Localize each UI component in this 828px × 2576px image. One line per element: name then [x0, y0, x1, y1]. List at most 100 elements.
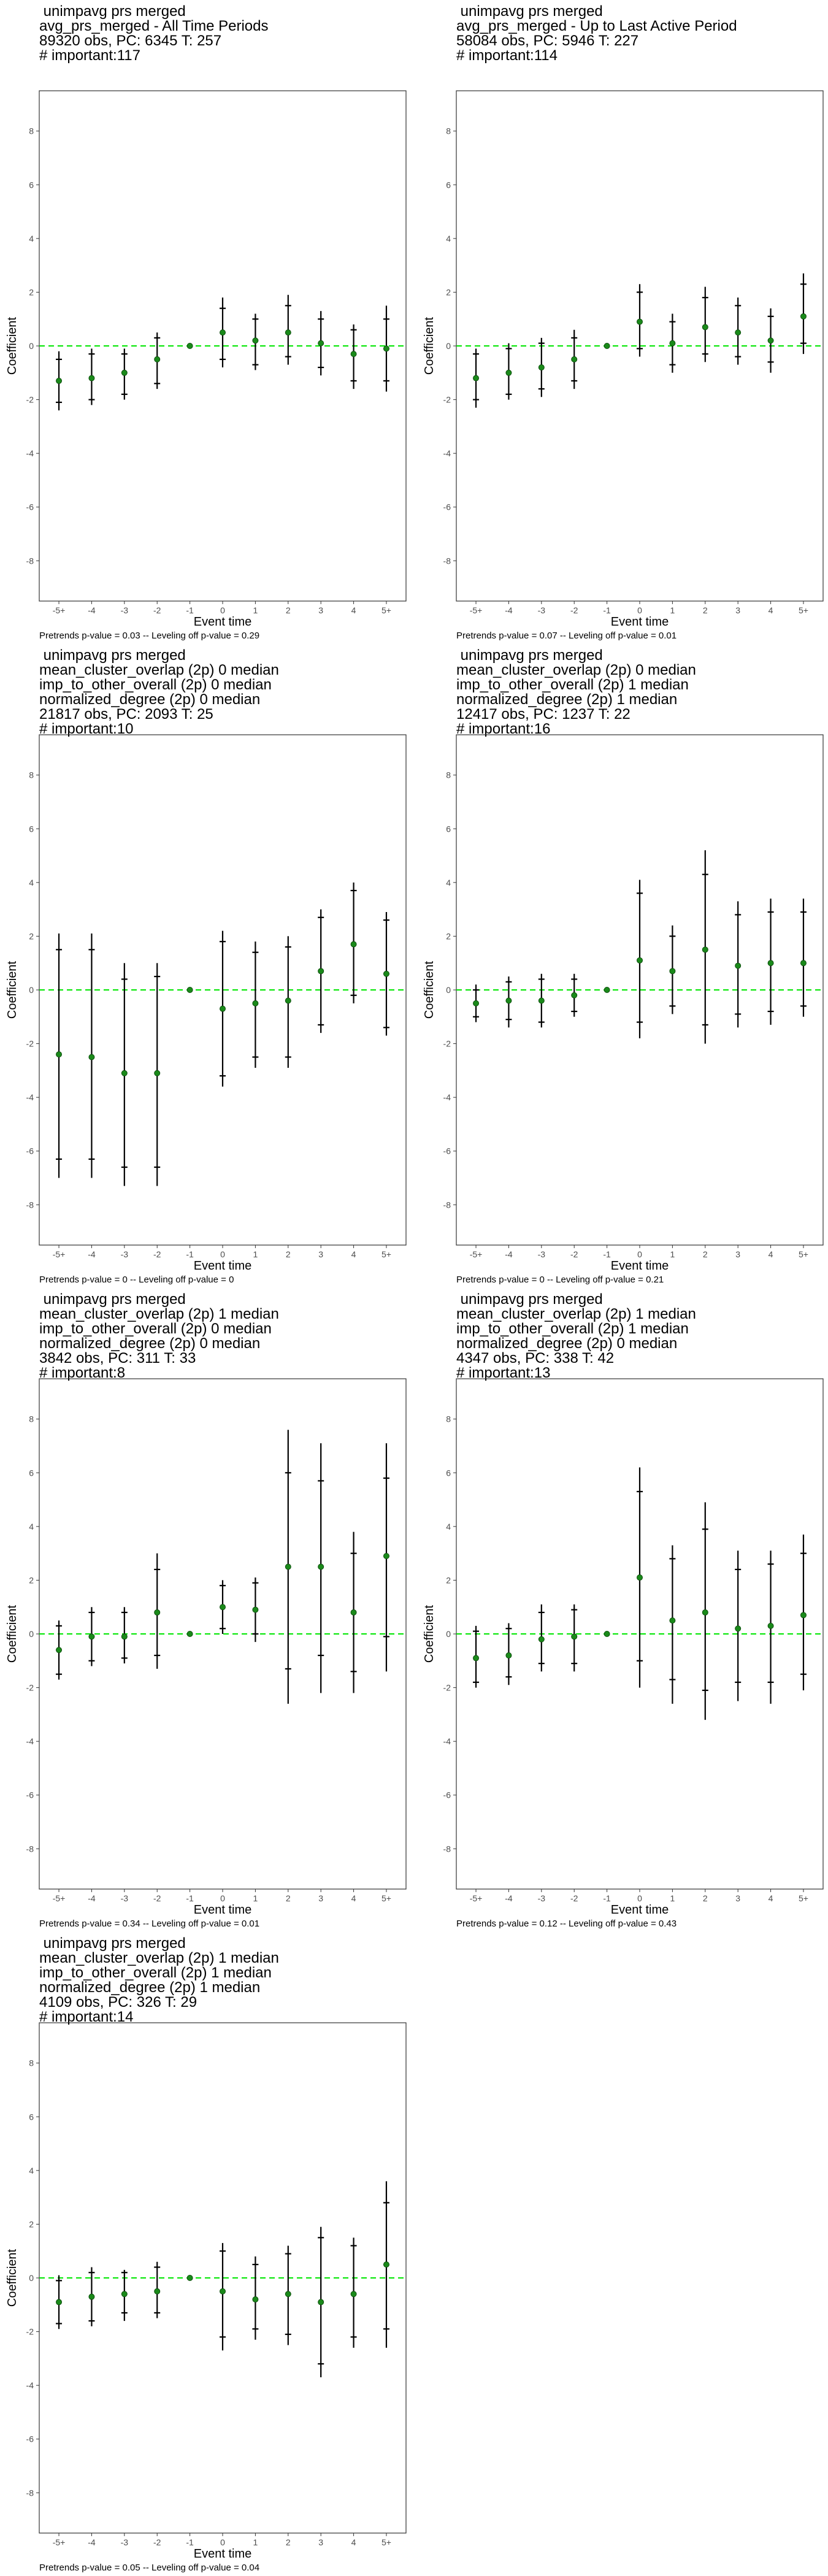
- estimate-point: [88, 375, 95, 381]
- estimate-point: [604, 1631, 610, 1637]
- coefficient-mark: [252, 1577, 259, 1643]
- x-axis-title: Event time: [194, 1903, 251, 1917]
- estimate-point: [473, 1655, 480, 1662]
- chart-panel: unimpavg prs merged mean_cluster_overlap …: [0, 1932, 417, 2576]
- x-tick-label: 4: [769, 1893, 773, 1903]
- chart-title-line: unimpavg prs merged: [456, 3, 603, 20]
- x-tick-label: 2: [703, 1249, 708, 1259]
- estimate-point: [252, 337, 259, 344]
- estimate-point: [350, 941, 357, 948]
- x-tick-label: -4: [88, 2537, 96, 2547]
- chart-title-line: normalized_degree (2p) 1 median: [456, 691, 678, 708]
- coefficient-mark: [121, 1607, 128, 1664]
- y-tick-label: -6: [26, 1146, 34, 1156]
- chart-plot: -8 -6 -4 -2 0 2 4 6 8 -5+ -4 -3 -2 -1 0 1 2 3 4 5+ Event tim…: [423, 734, 824, 1273]
- x-tick-label: 1: [670, 1249, 675, 1259]
- estimate-point: [669, 340, 676, 347]
- coefficient-mark: [571, 329, 578, 389]
- chart-plot: -8 -6 -4 -2 0 2 4 6 8 -5+ -4 -3 -2 -1 0 1 2 3 4 5+ Event tim…: [423, 1378, 824, 1917]
- y-tick-label: 4: [29, 234, 34, 243]
- estimate-point: [318, 1563, 324, 1570]
- x-tick-label: 3: [735, 1893, 740, 1903]
- estimate-point: [121, 369, 128, 376]
- chart-panel: unimpavg prs merged mean_cluster_overlap …: [0, 1288, 417, 1932]
- x-tick-label: 2: [286, 1893, 291, 1903]
- x-tick-label: 5+: [799, 605, 808, 615]
- y-tick-label: 6: [29, 2112, 34, 2122]
- x-tick-label: 1: [253, 605, 258, 615]
- x-tick-label: 2: [703, 1893, 708, 1903]
- estimate-point: [285, 997, 291, 1004]
- y-tick-label: -6: [443, 502, 451, 512]
- chart-plot: -8 -6 -4 -2 0 2 4 6 8 -5+ -4 -3 -2 -1 0 1 2 3 4 5+ Event tim…: [6, 90, 407, 629]
- coefficient-mark: [800, 899, 807, 1017]
- coefficient-mark: [285, 294, 291, 365]
- estimate-point: [318, 340, 324, 347]
- chart-title-line: 89320 obs, PC: 6345 T: 257: [39, 33, 222, 49]
- y-axis-title: Coefficient: [6, 316, 19, 375]
- coefficient-mark: [121, 963, 128, 1186]
- x-tick-label: 2: [286, 2537, 291, 2547]
- x-tick-label: -5+: [53, 1249, 66, 1259]
- chart-title-line: imp_to_other_overall (2p) 0 median: [39, 677, 272, 693]
- coefficient-mark: [88, 933, 95, 1178]
- x-tick-label: -1: [186, 1249, 194, 1259]
- y-tick-label: -8: [443, 1844, 451, 1853]
- pvalue-footer: Pretrends p-value = 0.34 -- Leveling off…: [39, 1919, 260, 1929]
- pvalue-footer: Pretrends p-value = 0 -- Leveling off p-…: [456, 1275, 664, 1285]
- y-tick-label: -4: [26, 1092, 34, 1102]
- chart-title-line: # important:114: [456, 47, 558, 64]
- x-tick-label: 1: [253, 1249, 258, 1259]
- chart-panel: unimpavg prs merged mean_cluster_overlap …: [0, 644, 417, 1288]
- coefficient-mark: [186, 343, 193, 349]
- coefficient-mark: [383, 1443, 389, 1672]
- coefficient-mark: [538, 1604, 545, 1672]
- estimate-point: [571, 356, 578, 362]
- estimate-point: [154, 1609, 161, 1616]
- chart-title-line: # important:14: [39, 2009, 134, 2025]
- y-tick-label: 0: [446, 341, 451, 351]
- y-tick-label: 0: [29, 1629, 34, 1639]
- coefficient-mark: [637, 880, 643, 1038]
- y-axis-title: Coefficient: [423, 1604, 436, 1663]
- pvalue-footer: Pretrends p-value = 0.12 -- Leveling off…: [456, 1919, 677, 1929]
- y-tick-label: 2: [29, 931, 34, 941]
- estimate-point: [56, 1051, 63, 1058]
- chart-plot: -8 -6 -4 -2 0 2 4 6 8 -5+ -4 -3 -2 -1 0 1 2 3 4 5+ Event tim…: [6, 1378, 407, 1917]
- y-tick-label: -2: [26, 1039, 34, 1049]
- estimate-point: [121, 1070, 128, 1076]
- chart-plot: -8 -6 -4 -2 0 2 4 6 8 -5+ -4 -3 -2 -1 0 1 2 3 4 5+ Event tim…: [423, 90, 824, 629]
- y-tick-label: 0: [29, 341, 34, 351]
- y-tick-label: -4: [443, 448, 451, 458]
- y-tick-label: 8: [29, 1414, 34, 1424]
- coefficient-mark: [285, 936, 291, 1068]
- coefficient-mark: [56, 1620, 63, 1680]
- x-tick-label: 3: [318, 1893, 323, 1903]
- y-tick-label: -8: [443, 556, 451, 565]
- x-axis-title: Event time: [194, 615, 251, 629]
- y-tick-label: 4: [446, 1522, 451, 1531]
- x-tick-label: 0: [637, 605, 642, 615]
- estimate-point: [88, 2293, 95, 2300]
- estimate-point: [538, 1636, 545, 1643]
- chart-title-line: avg_prs_merged - Up to Last Active Perio…: [456, 18, 737, 34]
- y-tick-label: -4: [443, 1092, 451, 1102]
- chart-title-line: 58084 obs, PC: 5946 T: 227: [456, 33, 639, 49]
- x-tick-label: -5+: [470, 1249, 483, 1259]
- chart-panel: unimpavg prs merged mean_cluster_overlap …: [417, 644, 828, 1288]
- x-tick-label: 3: [318, 605, 323, 615]
- coefficient-mark: [571, 973, 578, 1017]
- chart-title-line: normalized_degree (2p) 0 median: [39, 691, 261, 708]
- coefficient-mark: [702, 1502, 708, 1720]
- y-tick-label: -2: [26, 2327, 34, 2337]
- chart-title-line: # important:117: [39, 47, 140, 64]
- x-axis-title: Event time: [194, 1259, 251, 1273]
- chart-title-line: 12417 obs, PC: 1237 T: 22: [456, 706, 631, 723]
- coefficient-mark: [735, 297, 742, 365]
- x-tick-label: -2: [153, 1249, 161, 1259]
- y-tick-label: 6: [446, 180, 451, 190]
- x-tick-label: -1: [603, 605, 611, 615]
- chart-title-line: imp_to_other_overall (2p) 1 median: [456, 1321, 689, 1337]
- estimate-point: [538, 364, 545, 371]
- x-tick-label: -5+: [53, 1893, 66, 1903]
